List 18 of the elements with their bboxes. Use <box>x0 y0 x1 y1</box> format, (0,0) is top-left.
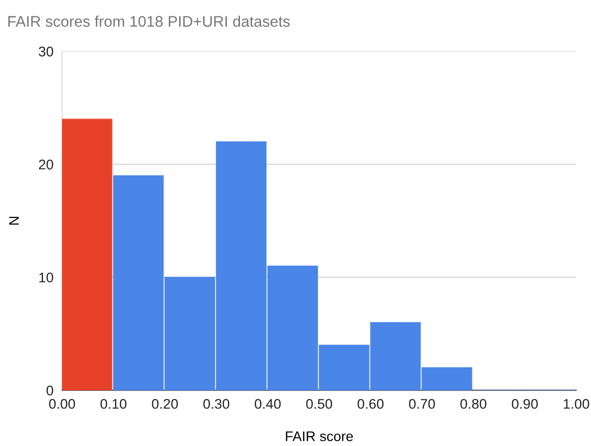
x-tick-label: 0.40 <box>254 398 281 409</box>
x-tick-label: 0.30 <box>203 398 230 409</box>
x-tick-label: 0.90 <box>512 398 538 409</box>
x-tick-label: 1.00 <box>564 398 590 409</box>
x-tick-label: 0.20 <box>152 398 178 409</box>
x-tick-label: 0.60 <box>358 398 384 409</box>
y-axis-title: N <box>9 216 19 225</box>
x-tick-label: 0.10 <box>100 398 126 409</box>
chart-title: FAIR scores from 1018 PID+URI datasets <box>8 16 290 27</box>
x-tick-label: 0.70 <box>409 398 435 409</box>
y-tick-label: 20 <box>38 160 54 170</box>
x-tick-label: 0.00 <box>49 398 76 409</box>
y-tick-label: 0 <box>46 386 54 396</box>
x-axis-title: FAIR score <box>286 431 353 442</box>
x-tick-label: 0.80 <box>460 398 486 409</box>
y-tick-label: 10 <box>39 272 54 282</box>
x-tick-label: 0.50 <box>306 398 332 409</box>
y-tick-label: 30 <box>38 46 54 56</box>
